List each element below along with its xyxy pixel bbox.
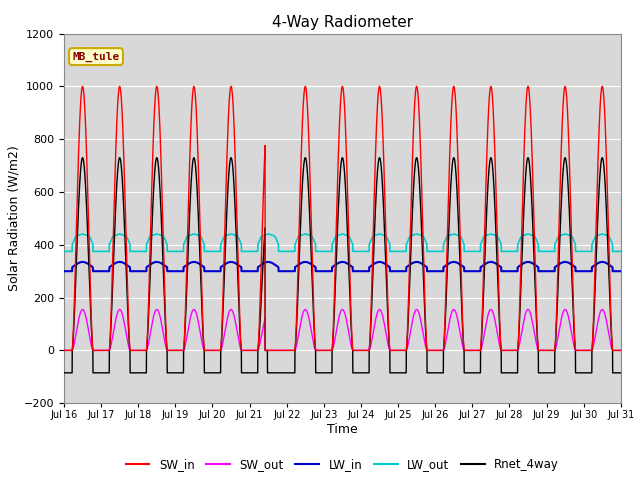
LW_out: [499, 249, 507, 254]
LW_in: [160, 262, 168, 268]
Line: Rnet_4way: Rnet_4way: [64, 157, 621, 373]
LW_in: [617, 268, 625, 274]
SW_out: [436, 348, 444, 353]
X-axis label: Time: Time: [327, 423, 358, 436]
Line: SW_out: SW_out: [64, 310, 621, 350]
Rnet_4way: [467, 370, 475, 376]
LW_in: [60, 268, 68, 274]
Rnet_4way: [436, 370, 444, 376]
LW_in: [436, 268, 444, 274]
Rnet_4way: [322, 370, 330, 376]
SW_in: [60, 348, 68, 353]
LW_out: [616, 249, 624, 254]
LW_out: [436, 249, 444, 254]
Rnet_4way: [160, 290, 168, 296]
SW_in: [467, 348, 475, 353]
SW_out: [79, 307, 86, 312]
LW_in: [499, 268, 507, 274]
LW_in: [322, 268, 330, 274]
LW_in: [616, 268, 624, 274]
Line: LW_out: LW_out: [64, 234, 621, 252]
LW_out: [160, 235, 168, 240]
Rnet_4way: [499, 370, 507, 376]
Rnet_4way: [616, 370, 624, 376]
SW_out: [616, 348, 624, 353]
LW_out: [322, 249, 330, 254]
LW_in: [467, 268, 475, 274]
Line: SW_in: SW_in: [64, 86, 621, 350]
SW_out: [160, 336, 168, 341]
SW_in: [160, 269, 168, 275]
LW_out: [60, 249, 68, 254]
Y-axis label: Solar Radiation (W/m2): Solar Radiation (W/m2): [8, 145, 21, 291]
SW_in: [322, 348, 330, 353]
SW_in: [499, 348, 507, 353]
LW_out: [79, 231, 86, 237]
Line: LW_in: LW_in: [64, 262, 621, 271]
SW_out: [467, 348, 475, 353]
SW_in: [436, 348, 444, 353]
LW_in: [79, 259, 86, 265]
SW_out: [60, 348, 68, 353]
Rnet_4way: [60, 370, 68, 376]
SW_out: [322, 348, 330, 353]
SW_in: [616, 348, 624, 353]
SW_out: [499, 348, 507, 353]
SW_in: [617, 348, 625, 353]
Text: MB_tule: MB_tule: [72, 51, 120, 62]
LW_out: [467, 249, 475, 254]
SW_in: [79, 84, 86, 89]
Legend: SW_in, SW_out, LW_in, LW_out, Rnet_4way: SW_in, SW_out, LW_in, LW_out, Rnet_4way: [121, 454, 564, 476]
LW_out: [617, 249, 625, 254]
Rnet_4way: [79, 155, 86, 160]
Title: 4-Way Radiometer: 4-Way Radiometer: [272, 15, 413, 30]
Rnet_4way: [617, 370, 625, 376]
SW_out: [617, 348, 625, 353]
